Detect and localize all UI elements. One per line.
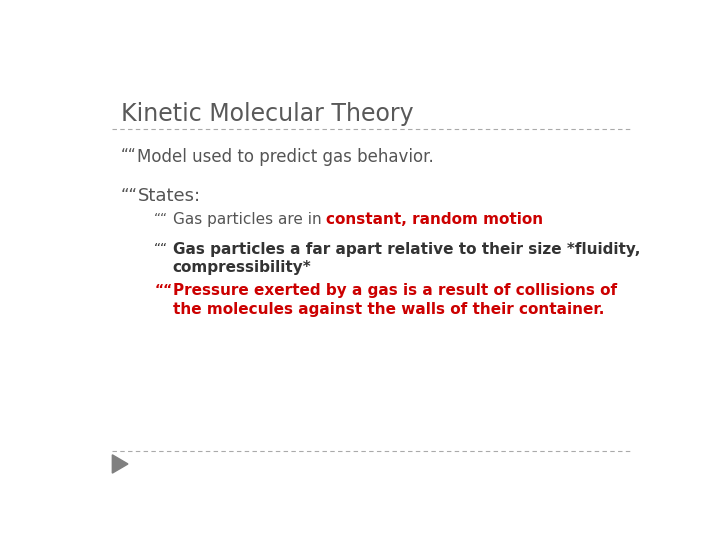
Text: ““: ““ <box>121 148 137 163</box>
Text: Model used to predict gas behavior.: Model used to predict gas behavior. <box>138 148 434 166</box>
Polygon shape <box>112 455 128 473</box>
Text: ““: ““ <box>154 212 168 226</box>
Text: States:: States: <box>138 187 201 205</box>
Text: Gas particles a far apart relative to their size *fluidity,
compressibility*: Gas particles a far apart relative to th… <box>173 241 640 275</box>
Text: ““: ““ <box>154 241 168 255</box>
Text: ““: ““ <box>121 187 138 205</box>
Text: Kinetic Molecular Theory: Kinetic Molecular Theory <box>121 102 413 126</box>
Text: Gas particles are in: Gas particles are in <box>173 212 326 227</box>
Text: ““: ““ <box>154 283 172 297</box>
Text: Pressure exerted by a gas is a result of collisions of
the molecules against the: Pressure exerted by a gas is a result of… <box>173 283 617 316</box>
Text: constant, random motion: constant, random motion <box>326 212 543 227</box>
